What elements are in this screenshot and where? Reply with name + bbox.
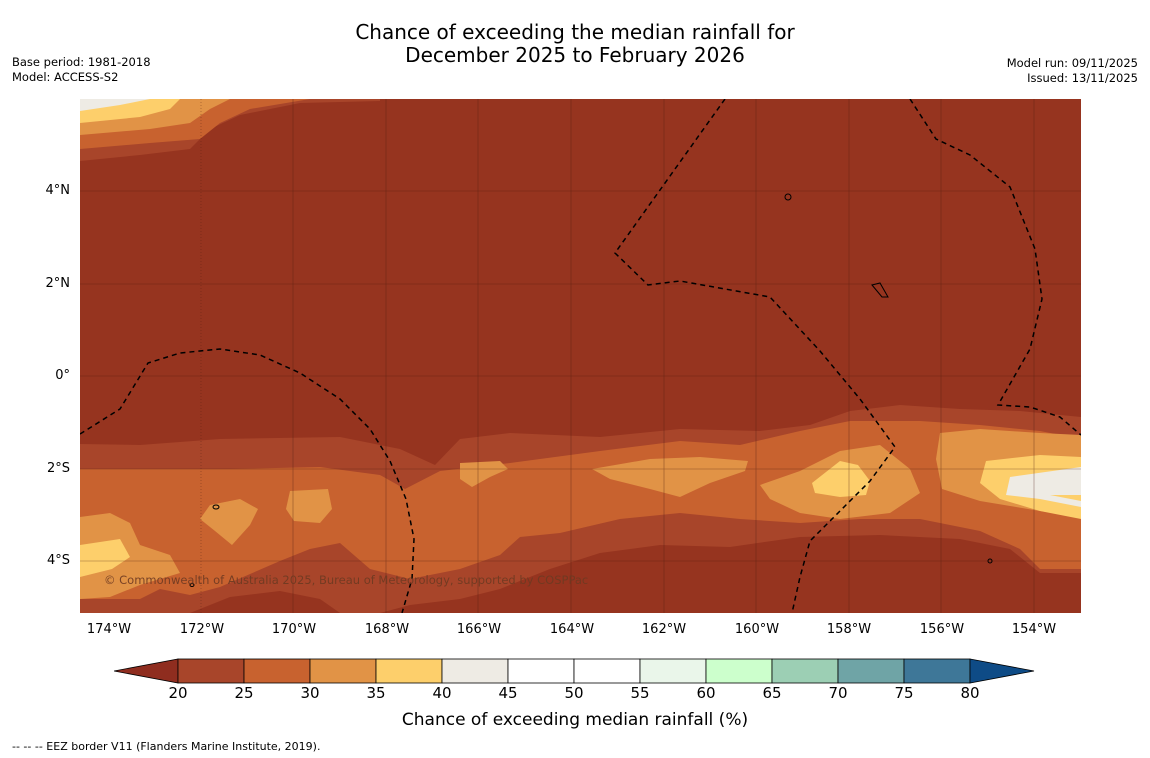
colorbar-segment bbox=[441, 658, 509, 684]
region-30-35-patch-d bbox=[592, 457, 748, 497]
lat-label: 2°S bbox=[46, 461, 70, 476]
map-title-line1: Chance of exceeding the median rainfall … bbox=[355, 20, 795, 44]
lon-label: 162°W bbox=[641, 622, 687, 637]
lat-label: 2°N bbox=[45, 276, 71, 291]
lon-label: 166°W bbox=[456, 622, 502, 637]
colorbar-tick-label: 50 bbox=[564, 684, 584, 702]
colorbar-tick-label: 25 bbox=[234, 684, 254, 702]
colorbar-segment bbox=[243, 658, 311, 684]
colorbar-segment bbox=[771, 658, 839, 684]
lat-label: 4°S bbox=[46, 553, 70, 568]
colorbar-title: Chance of exceeding median rainfall (%) bbox=[401, 710, 749, 730]
colorbar-tick-label: 55 bbox=[630, 684, 650, 702]
base-period: Base period: 1981-2018 bbox=[12, 55, 151, 69]
lon-label: 168°W bbox=[364, 622, 410, 637]
copyright-notice: © Commonwealth of Australia 2025, Bureau… bbox=[104, 573, 589, 587]
island-a bbox=[784, 193, 792, 201]
colorbar-tick-label: 20 bbox=[168, 684, 188, 702]
meta-right: Model run: 09/11/2025 Issued: 13/11/2025 bbox=[1007, 56, 1138, 86]
colorbar-tick-label: 40 bbox=[432, 684, 452, 702]
colorbar-segment bbox=[375, 658, 443, 684]
colorbar-tick-label: 60 bbox=[696, 684, 716, 702]
region-30-35-patch-b bbox=[286, 489, 332, 523]
issued-date: Issued: 13/11/2025 bbox=[1027, 71, 1138, 85]
colorbar-above-arrow bbox=[969, 658, 1035, 684]
islands bbox=[189, 193, 993, 587]
region-30-35-west bbox=[80, 513, 180, 599]
colorbar-tick-label: 80 bbox=[960, 684, 980, 702]
colorbar-segment bbox=[177, 658, 245, 684]
lon-label: 164°W bbox=[549, 622, 595, 637]
region-30-35-patch-c bbox=[460, 461, 508, 487]
colorbar-tick-label: 75 bbox=[894, 684, 914, 702]
colorbar-segment bbox=[705, 658, 773, 684]
colorbar bbox=[113, 658, 1036, 688]
colorbar-segment bbox=[573, 658, 641, 684]
model-name: Model: ACCESS-S2 bbox=[12, 70, 119, 84]
lat-label: 0° bbox=[55, 368, 70, 383]
colorbar-tick-label: 35 bbox=[366, 684, 386, 702]
region-40-45-east bbox=[1006, 467, 1081, 507]
eez-borders bbox=[80, 99, 1081, 613]
colorbar-tick-label: 45 bbox=[498, 684, 518, 702]
eez-footnote: -- -- -- EEZ border V11 (Flanders Marine… bbox=[12, 740, 321, 753]
region-35-40-central bbox=[812, 461, 870, 497]
island-c bbox=[212, 504, 220, 510]
colorbar-segment bbox=[837, 658, 905, 684]
lon-label: 160°W bbox=[734, 622, 780, 637]
island-e bbox=[987, 558, 993, 564]
lon-label: 172°W bbox=[179, 622, 225, 637]
region-35-40-west bbox=[80, 539, 130, 577]
map-canvas bbox=[80, 99, 1081, 613]
colorbar-segment bbox=[903, 658, 971, 684]
meta-left: Base period: 1981-2018 Model: ACCESS-S2 bbox=[12, 55, 151, 85]
map-title-line2: December 2025 to February 2026 bbox=[405, 43, 745, 67]
colorbar-segment bbox=[507, 658, 575, 684]
region-40-45-north bbox=[80, 99, 150, 111]
lon-label: 158°W bbox=[826, 622, 872, 637]
lat-label: 4°N bbox=[45, 183, 71, 198]
lon-label: 154°W bbox=[1011, 622, 1057, 637]
colorbar-graphic bbox=[113, 658, 1035, 684]
colorbar-below-arrow bbox=[113, 658, 179, 684]
graticule bbox=[80, 99, 1081, 613]
lon-label: 174°W bbox=[86, 622, 132, 637]
region-30-35-patch-a bbox=[200, 499, 258, 545]
colorbar-segment bbox=[639, 658, 707, 684]
colorbar-tick-label: 30 bbox=[300, 684, 320, 702]
colorbar-segment bbox=[309, 658, 377, 684]
rainfall-map: © Commonwealth of Australia 2025, Bureau… bbox=[80, 99, 1081, 613]
model-run: Model run: 09/11/2025 bbox=[1006, 56, 1138, 70]
island-b bbox=[871, 282, 889, 298]
colorbar-tick-label: 70 bbox=[828, 684, 848, 702]
lon-label: 170°W bbox=[271, 622, 317, 637]
lon-label: 156°W bbox=[919, 622, 965, 637]
colorbar-tick-label: 65 bbox=[762, 684, 782, 702]
island-d bbox=[189, 583, 195, 587]
